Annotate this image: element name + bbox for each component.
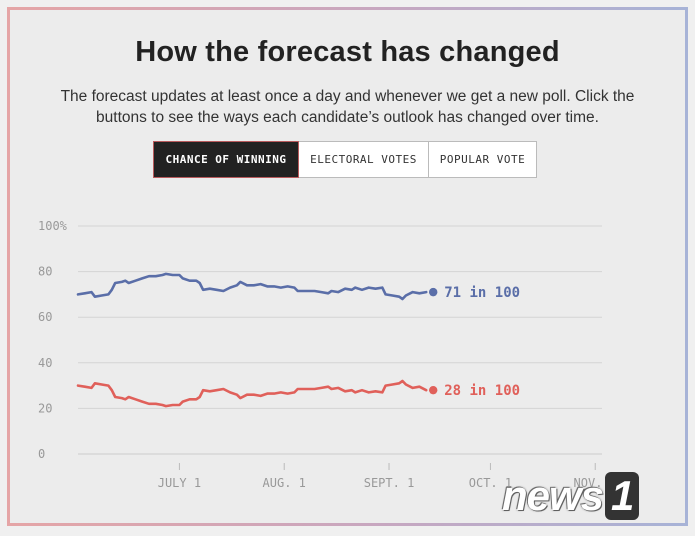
y-tick-label: 40 xyxy=(38,356,52,370)
y-tick-label: 0 xyxy=(38,447,45,461)
y-tick-label: 60 xyxy=(38,310,52,324)
x-tick-label: SEPT. 1 xyxy=(364,476,415,490)
series-end-label: 28 in 100 xyxy=(444,383,520,399)
series-line xyxy=(76,272,428,301)
series-end-dot xyxy=(429,287,438,297)
electoral-votes-button[interactable]: ELECTORAL VOTES xyxy=(299,141,429,178)
chart-card xyxy=(7,7,688,526)
y-tick-label: 20 xyxy=(38,401,52,415)
metric-toggle-group: CHANCE OF WINNING ELECTORAL VOTES POPULA… xyxy=(153,141,537,178)
popular-vote-button[interactable]: POPULAR VOTE xyxy=(429,141,537,178)
series-end-dot xyxy=(429,385,438,395)
y-tick-label: 100% xyxy=(38,219,68,233)
chance-of-winning-button[interactable]: CHANCE OF WINNING xyxy=(153,141,299,178)
x-tick-label: AUG. 1 xyxy=(263,476,306,490)
page-title: How the forecast has changed xyxy=(135,36,560,68)
x-tick-label: JULY 1 xyxy=(158,476,201,490)
news1-watermark: news 1 xyxy=(502,472,640,520)
series-end-label: 71 in 100 xyxy=(444,285,520,301)
x-tick-label: OCT. 1 xyxy=(469,476,512,490)
series-line xyxy=(76,379,428,408)
page-subtitle: The forecast updates at least once a day… xyxy=(60,88,635,126)
y-tick-label: 80 xyxy=(38,265,52,279)
